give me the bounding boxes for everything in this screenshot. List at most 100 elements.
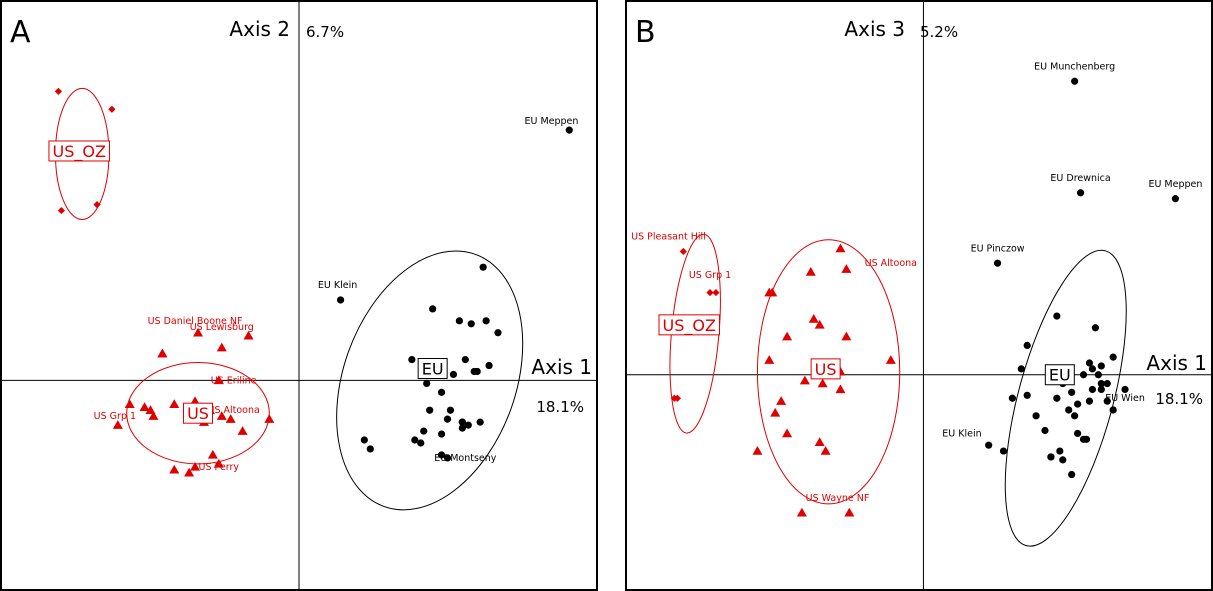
eu-point	[1109, 353, 1117, 361]
eu-point	[1121, 385, 1129, 394]
eu-point	[1047, 453, 1055, 461]
x-axis-label: Axis 1	[1146, 351, 1207, 375]
eu-point	[1068, 388, 1076, 396]
eu-point	[1085, 359, 1094, 367]
eu-point	[1023, 391, 1031, 399]
us-point-label: US Wayne NF	[806, 493, 870, 504]
eu-point	[485, 361, 493, 370]
us-group-label: US	[187, 404, 209, 423]
x-axis-percent: 18.1%	[536, 398, 584, 416]
us-point	[752, 446, 763, 455]
scatter-plot-b: B Axis 3 5.2% Axis 1 18.1% EU Munchenber…	[627, 2, 1211, 589]
eu-point-label: EU Klein	[942, 428, 981, 439]
eu-point	[470, 367, 478, 376]
eu-point	[1091, 324, 1099, 332]
eu-point-label: EU Montseny	[434, 453, 497, 464]
eu-group-label: EU	[1049, 366, 1071, 385]
us-point	[799, 375, 810, 385]
eu-point	[467, 320, 475, 328]
panel-b: B Axis 3 5.2% Axis 1 18.1% EU Munchenber…	[625, 0, 1213, 591]
eu-point	[443, 454, 452, 462]
eu-point	[464, 421, 472, 429]
us-oz-point-label: US Pleasant Hill	[631, 232, 706, 243]
eu-point	[437, 388, 446, 396]
eu-point	[1071, 77, 1079, 85]
eu-point	[408, 355, 416, 364]
us-point	[216, 411, 227, 420]
eu-point	[1041, 426, 1049, 435]
eu-point	[1097, 379, 1105, 388]
us-point	[207, 449, 218, 459]
eu-point	[336, 296, 345, 304]
scatter-plot-a: A Axis 2 6.7% Axis 1 18.1% EU Meppen EU K…	[2, 2, 596, 589]
us-point	[808, 313, 819, 323]
us-point-label: US Grp 1	[94, 411, 136, 422]
us-oz-point	[673, 394, 681, 402]
us-point	[157, 348, 168, 358]
eu-point	[426, 406, 434, 414]
us-oz-point	[93, 201, 101, 209]
x-axis-percent: 18.1%	[1155, 390, 1203, 408]
eu-point-label: EU Drewnica	[1050, 173, 1110, 184]
eu-point	[366, 445, 374, 453]
eu-point	[1094, 371, 1102, 379]
panel-letter: A	[10, 15, 31, 50]
eu-point-label: EU Pinczow	[971, 243, 1025, 254]
eu-point	[1085, 397, 1094, 405]
us-point	[770, 407, 781, 417]
eu-point	[1097, 362, 1105, 370]
us-point	[193, 327, 204, 337]
us-ellipse	[126, 362, 270, 465]
eu-group-box	[1044, 364, 1075, 386]
us-point	[216, 342, 227, 352]
us-point	[213, 375, 224, 385]
eu-point-label: EU Meppen	[1148, 179, 1202, 190]
eu-ellipse	[336, 250, 524, 511]
us-oz-point	[706, 288, 714, 297]
us-point	[835, 243, 846, 253]
us-point-label: US Perry	[199, 462, 240, 473]
us-point	[148, 411, 159, 420]
us-point	[805, 267, 816, 276]
us-point-label: US Daniel Boone NF	[148, 316, 243, 327]
eu-point	[1032, 412, 1040, 420]
panel-letter: B	[635, 15, 656, 50]
eu-point-label: EU Meppen	[524, 116, 578, 127]
us-oz-point	[54, 87, 63, 95]
us-point-label: US Eriline	[211, 375, 257, 386]
us-oz-point	[712, 288, 720, 297]
us-oz-group-label: US_OZ	[663, 316, 716, 336]
eu-point	[1023, 341, 1031, 349]
eu-point	[437, 430, 446, 438]
eu-point	[1053, 312, 1061, 320]
eu-point	[1082, 435, 1091, 443]
us-point	[820, 446, 831, 455]
us-point	[796, 507, 807, 517]
us-group-box	[810, 358, 841, 380]
eu-group-label: EU	[422, 360, 444, 379]
eu-point	[1053, 394, 1061, 402]
us-point	[782, 331, 793, 341]
us-point	[767, 287, 778, 297]
eu-point	[1073, 429, 1082, 438]
eu-point	[985, 441, 993, 449]
y-axis-label: Axis 2	[229, 17, 290, 41]
us-ellipse	[756, 239, 901, 505]
eu-point	[461, 355, 469, 364]
us-point	[237, 426, 248, 435]
eu-point	[446, 406, 455, 414]
eu-point	[1056, 447, 1064, 455]
us-point	[145, 405, 156, 414]
us-point-label: US Altoona	[865, 258, 917, 269]
eu-point	[429, 305, 437, 313]
eu-point	[1171, 195, 1180, 203]
us-point	[764, 355, 775, 364]
eu-point-label: EU Wien	[1105, 393, 1145, 404]
us-point	[112, 420, 123, 429]
eu-point	[1103, 397, 1111, 405]
eu-point	[476, 418, 484, 426]
us-point	[814, 319, 825, 329]
eu-point	[1076, 189, 1085, 197]
eu-group-box	[417, 358, 448, 380]
eu-point	[1109, 406, 1117, 414]
